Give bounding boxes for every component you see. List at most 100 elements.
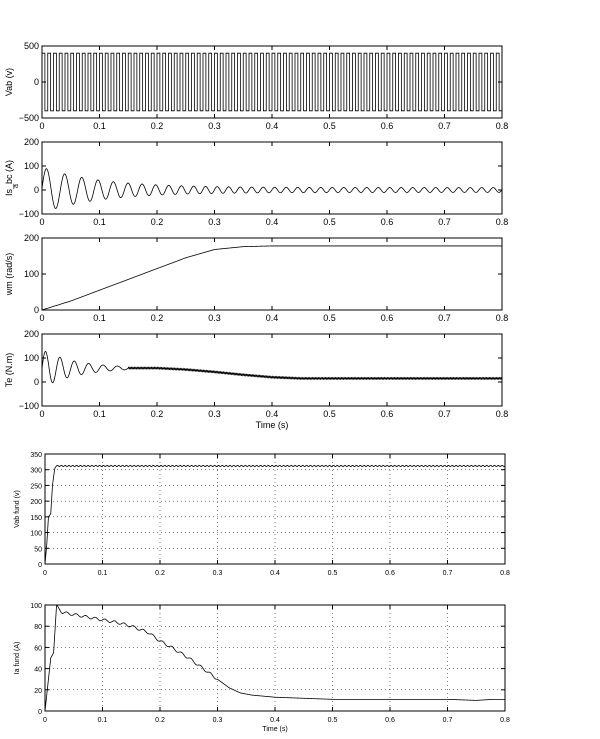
x-tick-label: 0.6 <box>381 217 394 227</box>
x-tick-label: 0.6 <box>381 313 394 323</box>
x-tick-label: 0.6 <box>381 409 394 419</box>
y-tick-label: 60 <box>34 645 42 652</box>
y-axis-label: Te (N.m) <box>4 353 14 388</box>
x-tick-label: 0.3 <box>213 717 223 724</box>
x-tick-label: 0 <box>39 121 44 131</box>
series-line <box>41 168 503 209</box>
y-tick-label: 40 <box>34 667 42 674</box>
axes-frame <box>41 333 503 407</box>
y-tick-label: 0 <box>34 77 39 87</box>
y-tick-label: 100 <box>24 161 39 171</box>
y-tick-label: 200 <box>24 233 39 243</box>
y-tick-label: −100 <box>19 209 39 219</box>
x-tick-label: 0.5 <box>323 409 336 419</box>
x-tick-label: 0.4 <box>266 121 279 131</box>
x-tick-label: 0.8 <box>496 217 509 227</box>
plot-wm: 0 0.1 0.2 0.3 0.4 0.5 0.6 0.7 0.8 200 100 0 wm (rad/… <box>4 233 508 323</box>
y-tick-label: 0 <box>34 305 39 315</box>
y-tick-label: 0 <box>34 185 39 195</box>
series-line <box>41 351 503 384</box>
x-tick-label: 0 <box>39 313 44 323</box>
y-tick-label: 350 <box>30 452 42 459</box>
x-tick-label: 0.1 <box>98 570 108 577</box>
series-line <box>44 604 505 712</box>
x-tick-label: 0.3 <box>208 409 221 419</box>
y-tick-label: 0 <box>38 562 42 569</box>
x-tick-label: 0.8 <box>496 313 509 323</box>
y-tick-label: −100 <box>19 401 39 411</box>
axes-frame <box>41 141 503 215</box>
y-axis-label: Is_bc (A) <box>4 160 14 196</box>
y-axis-label: Ia fund (A) <box>14 642 21 675</box>
x-tick-label: 0.6 <box>381 121 394 131</box>
x-tick-label: 0 <box>39 409 44 419</box>
x-axis-label: Time (s) <box>262 726 287 733</box>
x-tick-label: 0.4 <box>266 313 279 323</box>
x-tick-label: 0.8 <box>496 121 509 131</box>
x-tick-label: 0 <box>43 570 47 577</box>
x-tick-label: 0.2 <box>151 409 164 419</box>
x-tick-label: 0.5 <box>323 121 336 131</box>
x-tick-label: 0.8 <box>496 409 509 419</box>
x-tick-label: 0.2 <box>155 570 165 577</box>
x-tick-label: 0.2 <box>151 217 164 227</box>
y-tick-label: 150 <box>30 515 42 522</box>
x-axis-label: Time (s) <box>256 420 289 430</box>
x-tick-label: 0.8 <box>500 717 510 724</box>
x-tick-label: 0.1 <box>93 409 106 419</box>
y-axis-label: Vab (v) <box>4 68 14 96</box>
y-tick-label: 250 <box>30 483 42 490</box>
x-tick-label: 0.1 <box>98 717 108 724</box>
x-tick-label: 0.4 <box>270 717 280 724</box>
x-tick-label: 0.7 <box>438 217 451 227</box>
y-tick-label: 100 <box>24 353 39 363</box>
plot-vab-fund: 0 0.1 0.2 0.3 0.4 0.5 0.6 0.7 0.8 350 300 250 200 150… <box>14 452 510 577</box>
x-tick-label: 0.2 <box>155 717 165 724</box>
x-tick-label: 0.1 <box>93 121 106 131</box>
series-line <box>42 52 502 112</box>
x-tick-label: 0.1 <box>93 313 106 323</box>
y-tick-label: 200 <box>24 329 39 339</box>
x-tick-label: 0.5 <box>328 717 338 724</box>
plot-is-bc: 0 0.1 0.2 0.3 0.4 0.5 0.6 0.7 0.82001000−100Is_b… <box>4 137 508 227</box>
y-tick-label: 500 <box>24 41 39 51</box>
x-tick-label: 0 <box>39 217 44 227</box>
y-axis-label: wm (rad/s) <box>4 253 14 297</box>
x-tick-label: 0.6 <box>385 570 395 577</box>
y-tick-label: 300 <box>30 468 42 475</box>
series-line <box>41 245 502 311</box>
x-tick-label: 0.5 <box>328 570 338 577</box>
x-tick-label: 0.6 <box>385 717 395 724</box>
y-axis-label: Vab fund (v) <box>14 490 21 528</box>
y-tick-label: −500 <box>19 113 39 123</box>
x-tick-label: 0.2 <box>151 313 164 323</box>
y-tick-label: 0 <box>38 709 42 716</box>
x-tick-label: 0.7 <box>438 313 451 323</box>
x-tick-label: 0.3 <box>208 217 221 227</box>
x-tick-label: 0.3 <box>213 570 223 577</box>
y-tick-label: 200 <box>24 137 39 147</box>
y-tick-label: 20 <box>34 688 42 695</box>
x-tick-label: 0.4 <box>270 570 280 577</box>
y-tick-label: 0 <box>34 377 39 387</box>
y-tick-label: 100 <box>30 531 42 538</box>
x-tick-label: 0.8 <box>500 570 510 577</box>
x-tick-label: 0.7 <box>438 409 451 419</box>
plot-ia-fund: 0 0.1 0.2 0.3 0.4 0.5 0.6 0.7 0.8 100 80 60 40 20 0 Ia … <box>14 603 510 733</box>
y-axis-label-subscript: a <box>13 184 20 188</box>
series-line <box>44 464 506 565</box>
x-tick-label: 0.5 <box>323 217 336 227</box>
y-tick-label: 100 <box>24 269 39 279</box>
x-tick-label: 0 <box>43 717 47 724</box>
x-tick-label: 0.5 <box>323 313 336 323</box>
y-tick-label: 100 <box>30 603 42 610</box>
y-tick-label: 200 <box>30 499 42 506</box>
x-tick-label: 0.3 <box>208 121 221 131</box>
x-tick-label: 0.7 <box>443 717 453 724</box>
x-tick-label: 0.4 <box>266 217 279 227</box>
x-tick-label: 0.4 <box>266 409 279 419</box>
x-tick-label: 0.1 <box>93 217 106 227</box>
